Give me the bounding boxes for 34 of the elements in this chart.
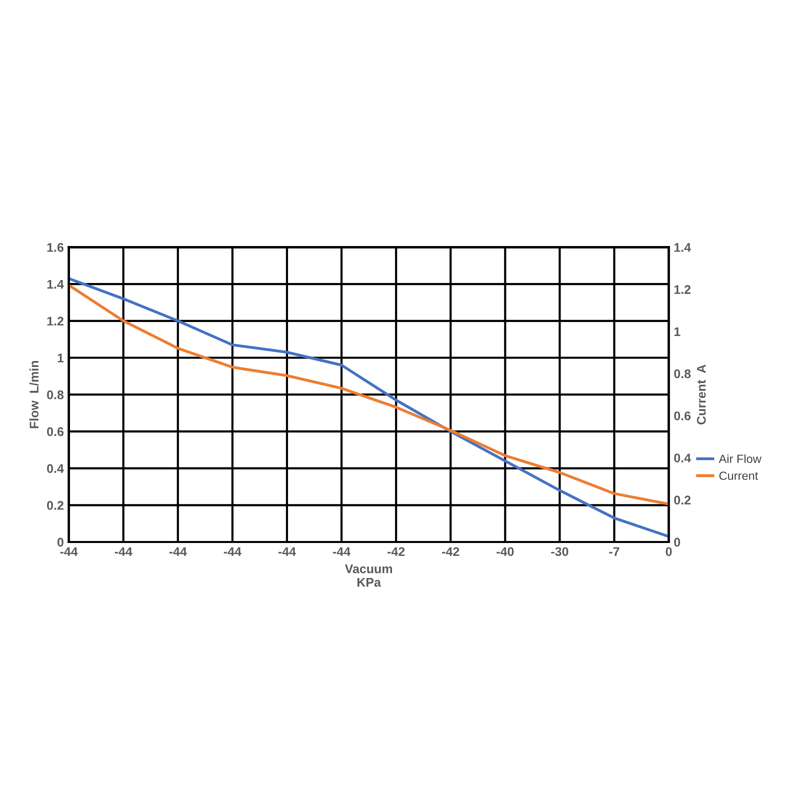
x-tick-label: -30 <box>551 547 568 556</box>
x-tick-label: -44 <box>224 547 242 556</box>
y2-tick-label: 0.6 <box>674 411 691 420</box>
x-tick-label: -44 <box>60 547 78 556</box>
y2-tick-label: 0.4 <box>674 454 691 462</box>
y-tick-label: 0.6 <box>47 427 64 436</box>
y-tick-label: 1.6 <box>47 243 64 252</box>
x-tick-label: -44 <box>169 547 187 556</box>
y2-tick-label: 1.2 <box>674 285 691 294</box>
y-tick-label: 0.4 <box>47 464 64 473</box>
x-tick-label: -44 <box>332 547 350 556</box>
x-tick-label: -40 <box>496 547 514 556</box>
legend-label: Air Flow <box>718 454 762 464</box>
y2-tick-label: 0 <box>674 538 680 547</box>
y2-tick-label: 0.8 <box>674 369 691 378</box>
x-tick-label: -44 <box>278 547 296 556</box>
y-tick-label: 1.4 <box>47 280 64 289</box>
y-tick-label: 1 <box>58 354 64 362</box>
y-tick-label: 0 <box>57 538 64 547</box>
y2-tick-label: 1.4 <box>674 243 691 252</box>
y2-axis-title: Current A <box>696 364 706 424</box>
legend-label: Current <box>719 472 758 480</box>
y-tick-label: 0.8 <box>47 390 64 400</box>
y2-tick-label: 0.2 <box>674 496 691 505</box>
x-tick-label: -42 <box>442 547 460 556</box>
x-axis-title: Vacuum KPa <box>344 564 392 587</box>
x-tick-label: 0 <box>666 547 672 556</box>
x-tick-label: -7 <box>609 547 620 556</box>
y-tick-label: 0.2 <box>47 500 64 510</box>
y-tick-label: 1.2 <box>47 316 64 326</box>
y2-tick-label: 1 <box>674 327 680 336</box>
x-tick-label: -42 <box>388 547 405 556</box>
y-axis-title: Flow L/min <box>29 361 39 428</box>
x-tick-label: -44 <box>114 547 132 556</box>
